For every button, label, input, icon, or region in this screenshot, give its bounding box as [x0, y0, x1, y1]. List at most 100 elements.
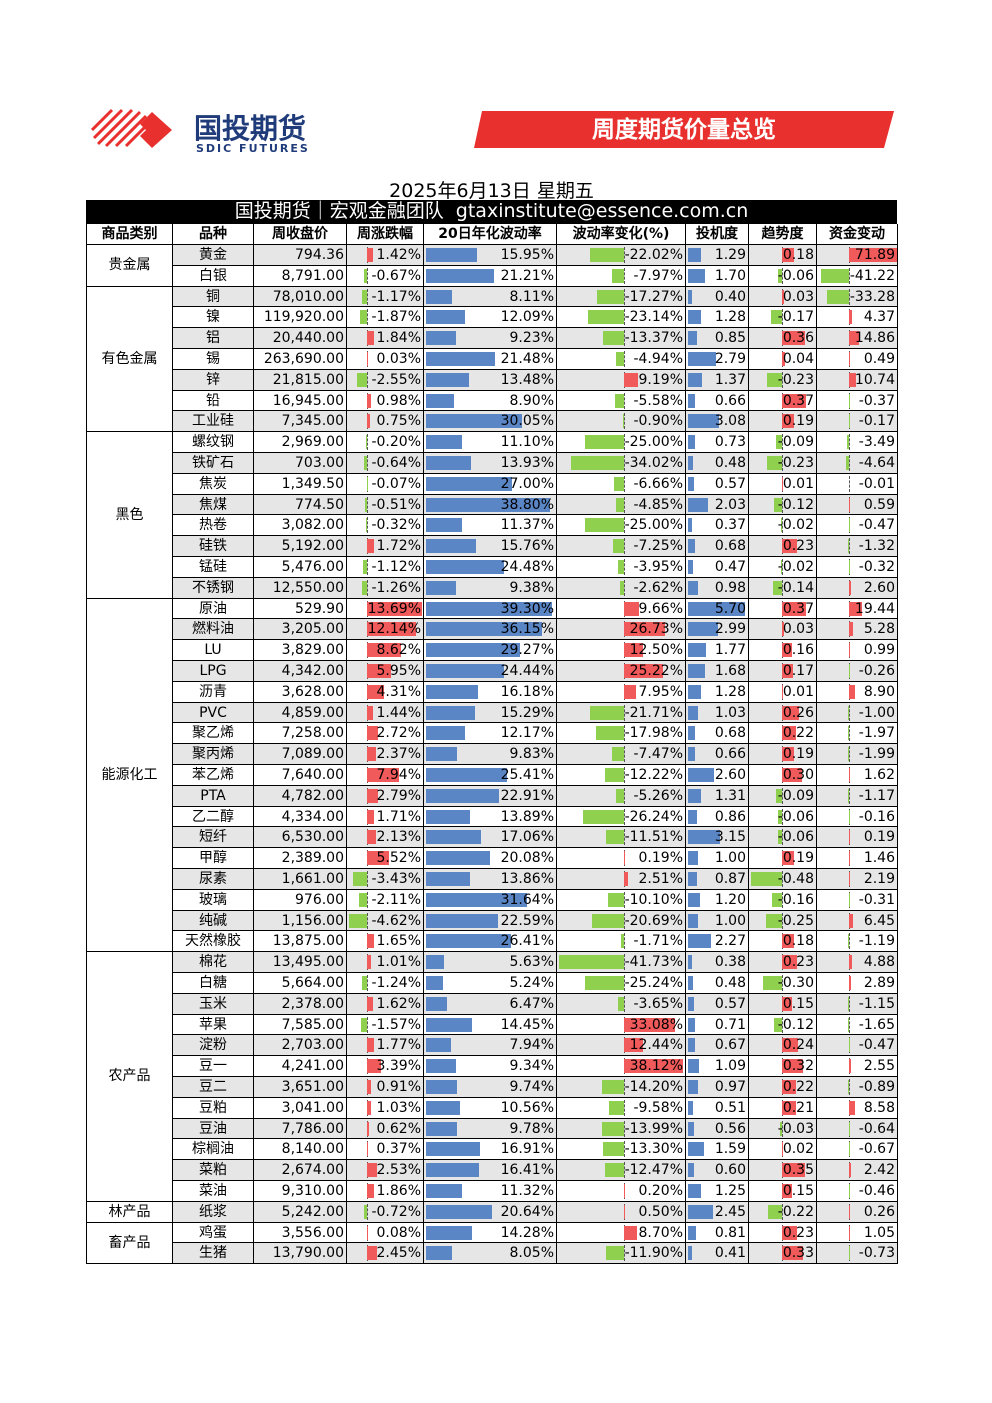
cell-text: 2.45: [714, 1203, 746, 1220]
data-bar: [367, 788, 379, 803]
table-cell: 794.36: [254, 245, 347, 266]
data-bar: [426, 518, 463, 533]
data-bar: [782, 1059, 803, 1074]
data-bar: [767, 456, 782, 470]
data-bar: [624, 372, 639, 387]
bar-axis: [849, 808, 850, 825]
table-cell: 2.42: [817, 1160, 898, 1181]
table-cell: -0.16: [817, 806, 898, 828]
table-cell: 10.74: [817, 369, 898, 391]
cell-text: 0.23: [782, 538, 814, 555]
cell-text: 0.02: [782, 1141, 814, 1158]
table-cell: -0.32%: [347, 515, 424, 537]
table-cell: 0.91%: [347, 1077, 424, 1098]
bar-axis: [849, 891, 850, 908]
table-cell: 0.01: [749, 681, 817, 703]
cell-text: -13.99%: [624, 1120, 683, 1137]
cell-text: 1.70: [714, 267, 746, 284]
bar-axis: [782, 829, 783, 846]
data-bar: [367, 1246, 377, 1261]
table-cell: 13.93%: [424, 453, 557, 474]
table-cell: -17.98%: [557, 723, 686, 745]
bar-axis: [624, 351, 625, 367]
data-bar: [624, 601, 639, 616]
column-header: 周涨跌幅: [347, 224, 424, 245]
cell-text: -0.32%: [371, 517, 421, 534]
cell-text: -0.20%: [371, 434, 421, 451]
bar-axis: [624, 330, 625, 347]
table-cell: 玻璃: [173, 889, 254, 911]
cell-text: 1.29: [714, 247, 746, 263]
data-bar: [426, 1246, 452, 1261]
table-cell: 0.37: [749, 598, 817, 620]
data-bar: [426, 788, 500, 803]
table-cell: 20,440.00: [254, 328, 347, 349]
table-cell: 5,242.00: [254, 1201, 347, 1223]
table-cell: 1.62: [817, 765, 898, 786]
table-cell: 9.83%: [424, 744, 557, 765]
data-bar: [367, 643, 402, 658]
data-bar: [426, 851, 491, 866]
cell-text: -0.12: [777, 1016, 814, 1033]
bar-axis: [624, 267, 625, 284]
data-bar: [770, 310, 782, 325]
table-cell: -0.17: [749, 307, 817, 329]
bar-axis: [367, 1016, 368, 1033]
bar-axis: [624, 455, 625, 471]
data-bar: [621, 934, 624, 949]
bar-axis: [624, 912, 625, 929]
table-cell: 1.77%: [347, 1035, 424, 1057]
data-bar: [826, 289, 849, 304]
cell-text: 1.86%: [376, 1183, 421, 1199]
data-bar: [782, 726, 797, 741]
data-bar: [426, 1080, 458, 1094]
cell-text: 2.79: [714, 351, 746, 367]
table-cell: 16.18%: [424, 681, 557, 703]
cell-text: -25.24%: [624, 975, 683, 991]
table-cell: -0.06: [749, 827, 817, 849]
cell-text: 1.72%: [376, 538, 421, 555]
cell-text: 15.95%: [500, 247, 554, 263]
cell-text: 0.87: [714, 871, 746, 887]
data-bar: [688, 684, 701, 699]
cell-text: 5,192.00: [281, 538, 344, 555]
bar-axis: [849, 538, 850, 555]
bar-axis: [624, 808, 625, 825]
table-cell: 1.86%: [347, 1181, 424, 1202]
cell-text: -0.32: [858, 559, 895, 575]
table-cell: 0.68: [686, 536, 749, 557]
data-bar: [772, 580, 782, 595]
table-cell: -21.71%: [557, 702, 686, 724]
bar-axis: [782, 267, 783, 284]
table-cell: -0.30: [749, 973, 817, 994]
table-cell: 铝: [173, 328, 254, 349]
data-bar: [782, 1163, 805, 1178]
table-cell: 0.50%: [557, 1201, 686, 1223]
table-cell: 703.00: [254, 453, 347, 474]
cell-text: -0.02: [777, 559, 814, 575]
cell-text: -0.01: [858, 475, 895, 492]
table-cell: 4.88: [817, 952, 898, 973]
cell-text: 0.24: [782, 1037, 814, 1054]
bar-axis: [849, 704, 850, 721]
table-cell: 纯碱: [173, 910, 254, 932]
data-bar: [615, 788, 624, 803]
data-bar: [367, 747, 377, 762]
cell-text: 15.29%: [500, 704, 554, 721]
data-bar: [426, 268, 494, 283]
logo-en: SDIC FUTURES: [196, 142, 310, 155]
table-cell: 5.28: [817, 619, 898, 641]
table-cell: 0.67: [686, 1035, 749, 1057]
cell-text: -33.28: [849, 288, 895, 305]
data-bar: [426, 248, 478, 262]
data-bar: [426, 476, 513, 491]
table-cell: 14.86: [817, 328, 898, 349]
cell-text: 11.37%: [500, 517, 554, 534]
bar-axis: [782, 808, 783, 825]
cell-text: 1.59: [714, 1141, 746, 1158]
cell-text: -13.37%: [624, 330, 683, 347]
cell-text: 8.11%: [509, 288, 554, 305]
cell-text: 0.03%: [376, 351, 421, 367]
bar-axis: [624, 767, 625, 783]
table-cell: 8,140.00: [254, 1139, 347, 1161]
